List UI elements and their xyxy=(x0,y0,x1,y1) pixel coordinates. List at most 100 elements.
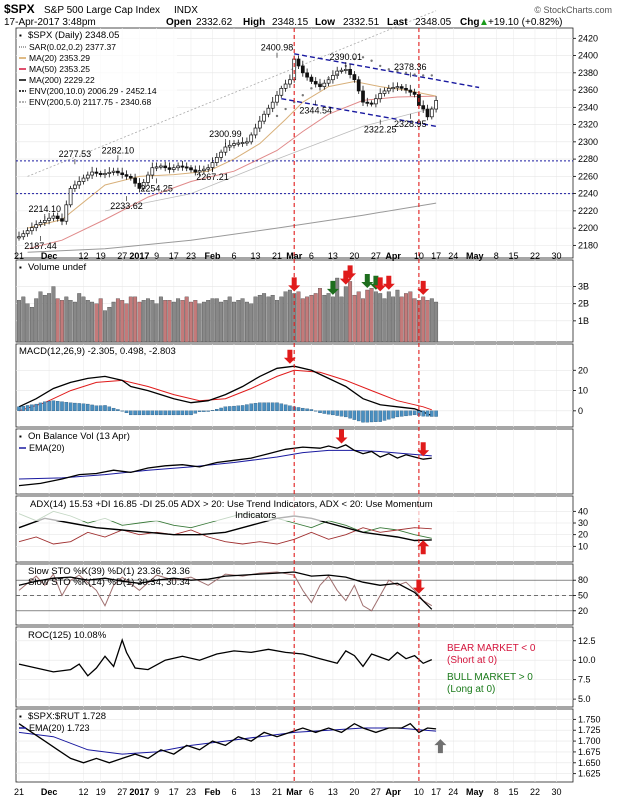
y-tick-label: 3B xyxy=(578,282,589,292)
channel-upper-line xyxy=(294,53,480,89)
arrow-down-icon xyxy=(339,270,352,285)
x-axis-label-bottom: Dec xyxy=(41,787,58,797)
macd-histogram-bar xyxy=(215,408,219,411)
price-annotation: 2267.21 xyxy=(196,172,229,182)
x-axis-label-bottom: 23 xyxy=(186,787,196,797)
candle-body xyxy=(25,230,30,235)
macd-histogram-bar xyxy=(133,410,137,416)
x-axis-label-top: 6 xyxy=(231,251,236,261)
macd-line xyxy=(18,365,433,417)
candle-body xyxy=(378,93,383,100)
macd-histogram-bar xyxy=(232,405,236,411)
volume-bar xyxy=(361,298,365,343)
quote-label: Chg xyxy=(460,17,479,28)
macd-histogram-bar xyxy=(288,405,292,411)
macd-histogram-bar xyxy=(30,404,34,411)
sar-dot xyxy=(422,74,425,77)
arrow-down-icon xyxy=(344,265,357,280)
arrow-up-icon xyxy=(417,540,430,555)
candle-body xyxy=(404,88,408,91)
volume-bar xyxy=(154,303,159,343)
y-tick-label: 1.750 xyxy=(578,714,601,724)
macd-histogram-bar xyxy=(137,410,142,416)
candle-body xyxy=(202,168,206,171)
candle-body xyxy=(163,165,168,169)
volume-bar xyxy=(279,296,284,343)
x-axis-label-bottom: 21 xyxy=(14,787,24,797)
x-axis-label-top: May xyxy=(466,251,484,261)
volume-bar xyxy=(210,298,215,343)
y-tick-label: 10 xyxy=(578,541,588,551)
y-tick-label: 12.5 xyxy=(578,636,596,646)
macd-histogram-bar xyxy=(296,407,301,411)
roc-panel-title: ROC(125) 10.08% xyxy=(28,630,107,641)
volume-bar xyxy=(171,301,176,343)
candle-body xyxy=(150,167,155,176)
arrow-down-icon xyxy=(283,349,296,364)
volume-bar xyxy=(369,288,374,343)
macd-histogram-bar xyxy=(412,410,417,416)
candle-body xyxy=(94,171,99,174)
y-tick-label: 2260 xyxy=(578,171,598,181)
roc-note: (Long at 0) xyxy=(447,684,495,695)
quote-value: 2332.62 xyxy=(196,17,233,28)
ma20-line xyxy=(27,80,437,229)
macd-histogram-bar xyxy=(391,410,395,419)
y-tick-label: 1B xyxy=(578,316,589,326)
quote-date: 17-Apr-2017 3:48pm xyxy=(4,17,96,28)
y-tick-label: 20 xyxy=(578,530,588,540)
macd-histogram-bar xyxy=(167,410,172,416)
arrow-down-icon xyxy=(412,579,425,594)
x-axis-label-top: Feb xyxy=(204,251,221,261)
legend-box xyxy=(17,497,457,521)
volume-bar xyxy=(72,301,77,343)
sar-dot xyxy=(361,56,365,59)
candle-body xyxy=(253,127,258,136)
volume-bar xyxy=(120,300,125,343)
y-tick-label: 2280 xyxy=(578,154,598,164)
macd-histogram-bar xyxy=(322,410,327,414)
x-axis-label-bottom: 30 xyxy=(551,787,561,797)
macd-histogram-bar xyxy=(339,410,344,417)
volume-bar xyxy=(146,298,150,343)
x-axis-label-top: 27 xyxy=(371,251,381,261)
y-tick-label: 50 xyxy=(578,591,588,601)
macd-histogram-bar xyxy=(111,407,116,411)
candle-body xyxy=(292,58,297,81)
candle-body xyxy=(322,82,327,87)
candle-body xyxy=(38,222,43,226)
candle-body xyxy=(382,90,387,94)
macd-histogram-bar xyxy=(154,410,159,416)
y-tick-label: 2220 xyxy=(578,206,598,216)
x-axis-label-bottom: 13 xyxy=(250,787,260,797)
x-axis-label-top: 17 xyxy=(169,251,179,261)
candle-body xyxy=(326,79,331,84)
macd-histogram-bar xyxy=(236,405,241,411)
y-tick-label: 20 xyxy=(578,606,588,616)
volume-bar xyxy=(283,291,288,343)
arrow-down-icon xyxy=(335,429,348,444)
volume-bar xyxy=(404,293,408,343)
volume-bar xyxy=(352,294,357,343)
candle-body xyxy=(249,134,254,143)
x-axis-label-bottom: Feb xyxy=(204,787,221,797)
y-tick-label: 2300 xyxy=(578,137,598,147)
obv-line xyxy=(18,444,432,487)
price-annotation: 2400.98 xyxy=(261,43,294,53)
volume-bar xyxy=(326,293,331,343)
volume-bar xyxy=(408,291,413,343)
macd-histogram-bar xyxy=(283,404,288,411)
quote-value: 2348.05 xyxy=(415,17,452,28)
y-tick-label: 20 xyxy=(578,365,588,375)
volume-bar xyxy=(365,289,370,343)
volume-bar xyxy=(98,298,103,343)
x-axis-label-bottom: 8 xyxy=(494,787,499,797)
x-axis-label-top: 17 xyxy=(431,251,441,261)
candle-body xyxy=(262,113,266,122)
macd-histogram-bar xyxy=(197,410,202,412)
price-panel-title: $SPX (Daily) 2348.05 xyxy=(28,30,119,41)
volume-bar xyxy=(412,298,417,343)
volume-panel-title: Volume undef xyxy=(28,262,86,273)
candle-body xyxy=(176,165,180,169)
candle-body xyxy=(219,151,223,158)
